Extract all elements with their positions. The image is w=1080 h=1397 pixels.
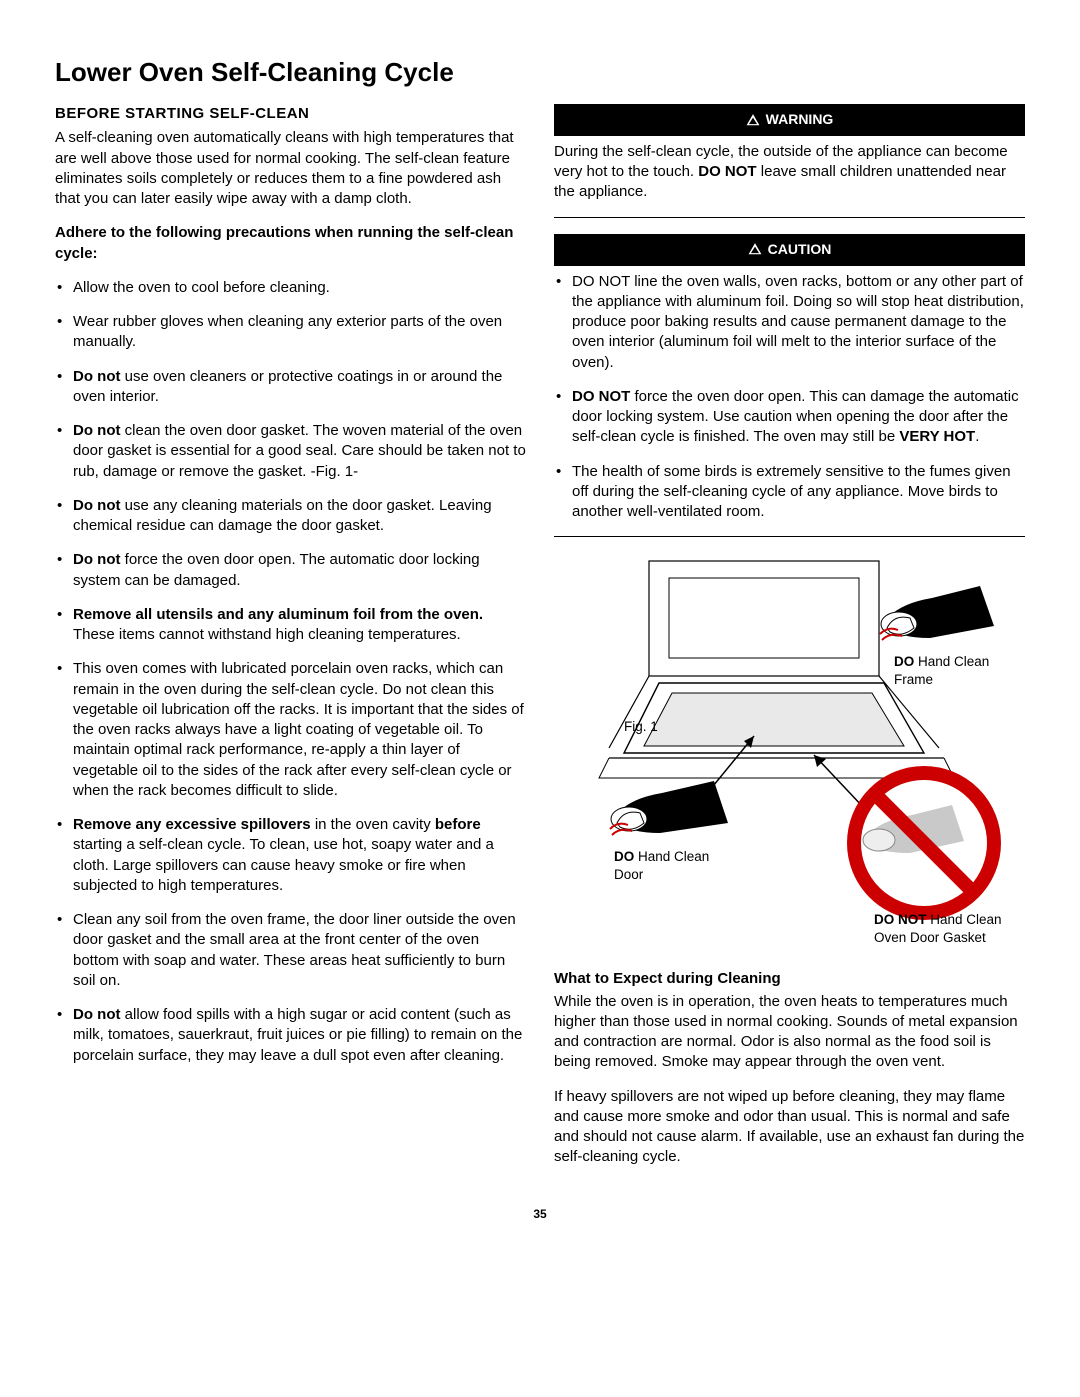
caution-label: CAUTION	[768, 240, 832, 259]
warning-label: WARNING	[766, 110, 834, 129]
expect-heading: What to Expect during Cleaning	[554, 969, 1025, 989]
expect-paragraph-2: If heavy spillovers are not wiped up bef…	[554, 1087, 1025, 1168]
warning-triangle-icon	[746, 113, 760, 127]
list-item: Do not use any cleaning materials on the…	[73, 496, 526, 537]
list-item: Do not clean the oven door gasket. The w…	[73, 421, 526, 482]
caption-frame: DO Hand Clean Frame	[894, 653, 1004, 688]
before-start-heading: BEFORE STARTING SELF-CLEAN	[55, 104, 526, 124]
list-item: Do not use oven cleaners or protective c…	[73, 367, 526, 408]
figure-1: Fig. 1 DO Hand Clean Frame DO Hand Clean…	[554, 553, 1025, 953]
list-item: DO NOT force the oven door open. This ca…	[572, 387, 1025, 448]
list-item: Allow the oven to cool before cleaning.	[73, 278, 526, 298]
two-column-layout: BEFORE STARTING SELF-CLEAN A self-cleani…	[55, 104, 1025, 1182]
list-item: Do not force the oven door open. The aut…	[73, 550, 526, 591]
intro-paragraph: A self-cleaning oven automatically clean…	[55, 128, 526, 209]
warning-banner: WARNING	[554, 104, 1025, 136]
list-item: This oven comes with lubricated porcelai…	[73, 659, 526, 801]
list-item: Remove all utensils and any aluminum foi…	[73, 605, 526, 646]
warning-triangle-icon	[748, 242, 762, 256]
page-title: Lower Oven Self-Cleaning Cycle	[55, 55, 1025, 90]
caution-banner: CAUTION	[554, 234, 1025, 266]
caution-list: DO NOT line the oven walls, oven racks, …	[554, 272, 1025, 523]
divider	[554, 536, 1025, 537]
list-item: Wear rubber gloves when cleaning any ext…	[73, 312, 526, 353]
right-column: WARNING During the self-clean cycle, the…	[554, 104, 1025, 1182]
warning-text: During the self-clean cycle, the outside…	[554, 142, 1025, 203]
divider	[554, 217, 1025, 218]
caption-door: DO Hand Clean Door	[614, 848, 724, 883]
page-number: 35	[55, 1206, 1025, 1222]
left-column: BEFORE STARTING SELF-CLEAN A self-cleani…	[55, 104, 526, 1182]
expect-paragraph-1: While the oven is in operation, the oven…	[554, 992, 1025, 1073]
caption-gasket: DO NOT Hand Clean Oven Door Gasket	[874, 911, 1024, 946]
precaution-list: Allow the oven to cool before cleaning. …	[55, 278, 526, 1066]
oven-diagram-icon	[554, 553, 1024, 953]
figure-label: Fig. 1	[624, 718, 658, 736]
list-item: Remove any excessive spillovers in the o…	[73, 815, 526, 896]
precaution-intro: Adhere to the following precautions when…	[55, 223, 526, 264]
list-item: Clean any soil from the oven frame, the …	[73, 910, 526, 991]
list-item: DO NOT line the oven walls, oven racks, …	[572, 272, 1025, 373]
list-item: The health of some birds is extremely se…	[572, 462, 1025, 523]
list-item: Do not allow food spills with a high sug…	[73, 1005, 526, 1066]
